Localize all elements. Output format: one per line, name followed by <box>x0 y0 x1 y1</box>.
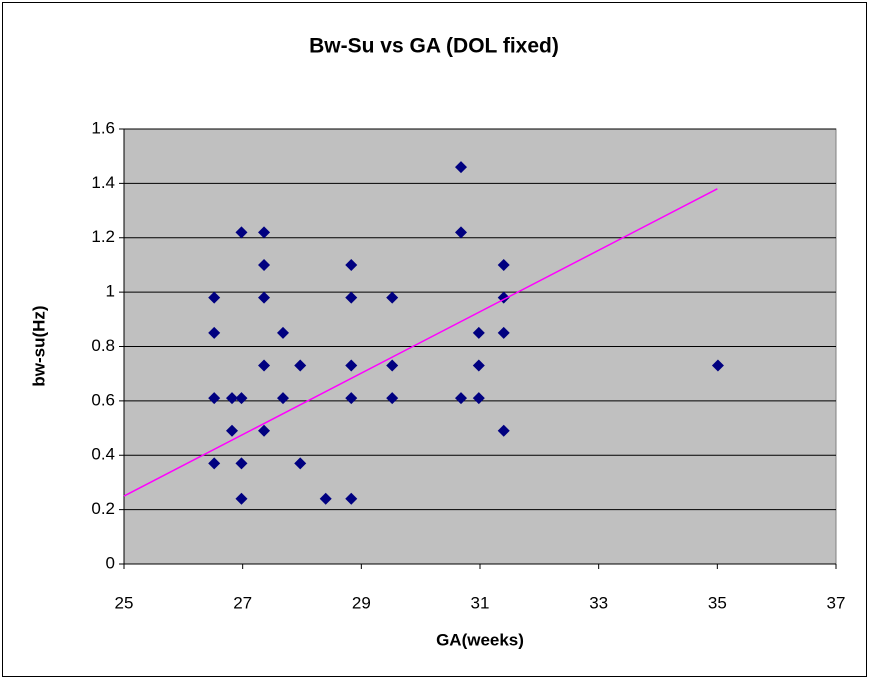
trend-line <box>123 188 718 497</box>
data-point <box>345 359 358 372</box>
chart-title: Bw-Su vs GA (DOL fixed) <box>309 35 559 58</box>
y-tick-label: 0.6 <box>91 390 115 409</box>
data-point <box>208 457 221 470</box>
data-point <box>497 326 510 339</box>
data-point <box>386 291 399 304</box>
data-point <box>208 291 221 304</box>
data-point <box>345 258 358 271</box>
y-tick-label: 1 <box>106 282 115 301</box>
data-point <box>472 359 485 372</box>
data-point <box>345 291 358 304</box>
y-tick-label: 0.2 <box>91 499 115 518</box>
x-tick-label: 37 <box>827 593 846 612</box>
data-point <box>225 392 238 405</box>
x-tick-label: 27 <box>233 593 252 612</box>
data-point <box>258 424 271 437</box>
y-tick-label: 1.2 <box>91 227 115 246</box>
data-point <box>258 291 271 304</box>
x-tick-label: 33 <box>589 593 608 612</box>
data-point <box>455 161 468 174</box>
data-point <box>386 359 399 372</box>
data-point <box>258 226 271 239</box>
data-point <box>294 359 307 372</box>
y-tick-label: 0.8 <box>91 336 115 355</box>
data-point <box>455 392 468 405</box>
data-point <box>235 226 248 239</box>
data-point <box>208 392 221 405</box>
x-tick-label: 29 <box>352 593 371 612</box>
data-point <box>235 492 248 505</box>
data-point <box>472 326 485 339</box>
y-tick-label: 1.6 <box>91 118 115 137</box>
x-tick-label: 35 <box>708 593 727 612</box>
data-point <box>294 457 307 470</box>
x-tick-label: 31 <box>471 593 490 612</box>
data-point <box>258 359 271 372</box>
data-point <box>258 258 271 271</box>
data-point <box>386 392 399 405</box>
data-point <box>235 457 248 470</box>
data-point <box>345 492 358 505</box>
data-point <box>455 226 468 239</box>
data-point <box>277 392 290 405</box>
y-tick-label: 1.4 <box>91 173 115 192</box>
data-point <box>319 492 332 505</box>
x-tick-label: 25 <box>115 593 134 612</box>
data-point <box>277 326 290 339</box>
data-point <box>472 392 485 405</box>
data-point <box>497 424 510 437</box>
y-tick-label: 0.4 <box>91 445 115 464</box>
data-point <box>711 359 724 372</box>
data-point <box>345 392 358 405</box>
data-point <box>497 258 510 271</box>
x-axis-label: GA(weeks) <box>436 630 524 649</box>
y-axis-label: bw-su(Hz) <box>29 305 48 386</box>
y-tick-label: 0 <box>106 553 115 572</box>
data-point <box>208 326 221 339</box>
data-point <box>235 392 248 405</box>
data-point <box>225 424 238 437</box>
